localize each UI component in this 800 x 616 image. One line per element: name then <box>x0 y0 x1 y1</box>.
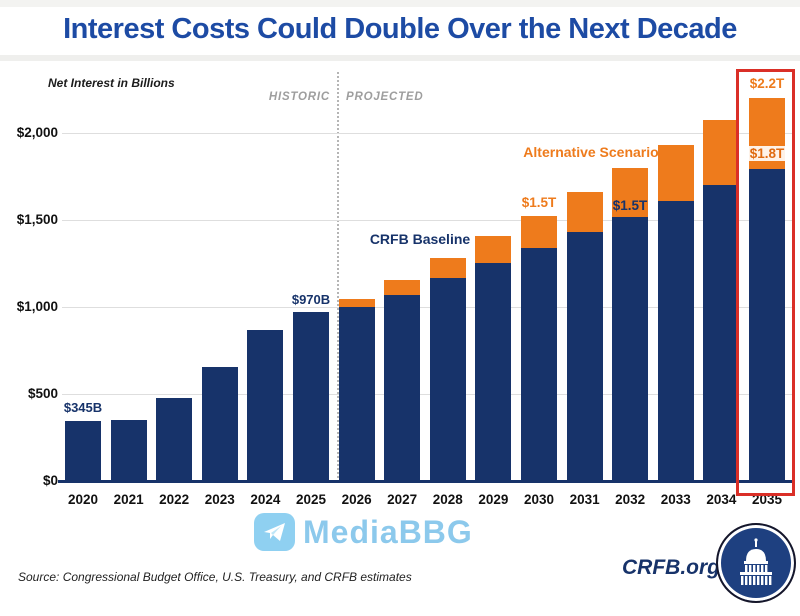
watermark: MediaBBG <box>254 513 473 551</box>
bar-2031-baseline <box>566 232 603 481</box>
y-tick-500: $500 <box>27 386 58 401</box>
x-tick-2031: 2031 <box>569 492 600 507</box>
bar-2020-baseline <box>65 420 101 481</box>
bar-2034-baseline <box>703 185 740 481</box>
x-tick-2032: 2032 <box>615 492 646 507</box>
bar-2030-alternative <box>521 215 557 248</box>
x-tick-2030: 2030 <box>523 492 555 507</box>
series-label-crfb-baseline: CRFB Baseline <box>369 231 471 247</box>
x-tick-2020: 2020 <box>67 492 99 507</box>
x-tick-2029: 2029 <box>478 492 509 507</box>
bar-2024-baseline <box>247 329 284 481</box>
source-attribution: Source: Congressional Budget Office, U.S… <box>18 570 412 584</box>
data-label-2020: $345B <box>63 400 103 415</box>
x-tick-2022: 2022 <box>159 492 190 507</box>
bar-2028-alternative <box>429 258 466 279</box>
bar-2028-baseline <box>429 278 466 481</box>
capitol-logo-icon <box>716 523 796 603</box>
bar-2029-baseline <box>475 262 512 481</box>
bar-2033-alternative <box>657 145 694 201</box>
gridline-1500 <box>62 220 793 221</box>
y-tick-2000: $2,000 <box>16 125 58 140</box>
bar-2026-alternative <box>338 299 375 307</box>
bar-2032-alternative <box>612 167 649 217</box>
data-label-2030-alt: $1.5T <box>521 195 557 210</box>
y-tick-1500: $1,500 <box>16 212 58 227</box>
historic-label: HISTORIC <box>268 91 330 103</box>
data-label-2035-baseline: $1.8T <box>742 146 792 161</box>
data-label-2035-alt: $2.2T <box>749 76 785 91</box>
bar-2032-baseline <box>612 216 649 481</box>
x-tick-2023: 2023 <box>204 492 235 507</box>
y-tick-0: $0 <box>42 473 58 488</box>
x-tick-2034: 2034 <box>706 492 737 507</box>
crfb-org-text: CRFB.org <box>622 556 720 579</box>
bar-2027-baseline <box>384 294 421 481</box>
bar-2031-alternative <box>566 192 603 233</box>
x-tick-2028: 2028 <box>432 492 463 507</box>
y-tick-1000: $1,000 <box>16 299 58 314</box>
bar-2029-alternative <box>475 235 512 263</box>
bar-2022-baseline <box>156 398 193 481</box>
series-label-alternative-scenario: Alternative Scenario <box>523 144 659 160</box>
bar-2034-alternative <box>703 119 740 186</box>
gridline-1000 <box>62 307 793 308</box>
x-tick-2024: 2024 <box>250 492 281 507</box>
telegram-icon <box>254 513 295 551</box>
bar-2025-baseline <box>293 312 329 481</box>
x-tick-2027: 2027 <box>387 492 418 507</box>
highlight-box-2035 <box>736 69 795 496</box>
top-band <box>0 0 800 7</box>
x-tick-2033: 2033 <box>660 492 691 507</box>
x-tick-2026: 2026 <box>341 492 372 507</box>
y-axis-title: Net Interest in Billions <box>48 76 175 90</box>
bar-2030-baseline <box>521 247 557 481</box>
bar-2021-baseline <box>110 420 147 481</box>
x-tick-2021: 2021 <box>113 492 144 507</box>
bar-2035-baseline <box>749 168 785 481</box>
bar-2027-alternative <box>384 280 421 295</box>
data-label-2032-baseline: $1.5T <box>612 198 648 213</box>
projected-label: PROJECTED <box>346 91 424 103</box>
title-divider <box>0 55 800 61</box>
bar-2033-baseline <box>657 200 694 481</box>
bar-2023-baseline <box>201 367 238 481</box>
gridline-500 <box>62 394 793 395</box>
gridline-2000 <box>62 133 793 134</box>
x-tick-2025: 2025 <box>295 492 327 507</box>
page-title: Interest Costs Could Double Over the Nex… <box>63 13 737 45</box>
x-axis-line <box>58 480 793 483</box>
bar-2026-baseline <box>338 307 375 481</box>
watermark-text: MediaBBG <box>303 513 473 550</box>
historic-projected-divider <box>337 72 339 482</box>
data-label-2025: $970B <box>291 292 331 307</box>
